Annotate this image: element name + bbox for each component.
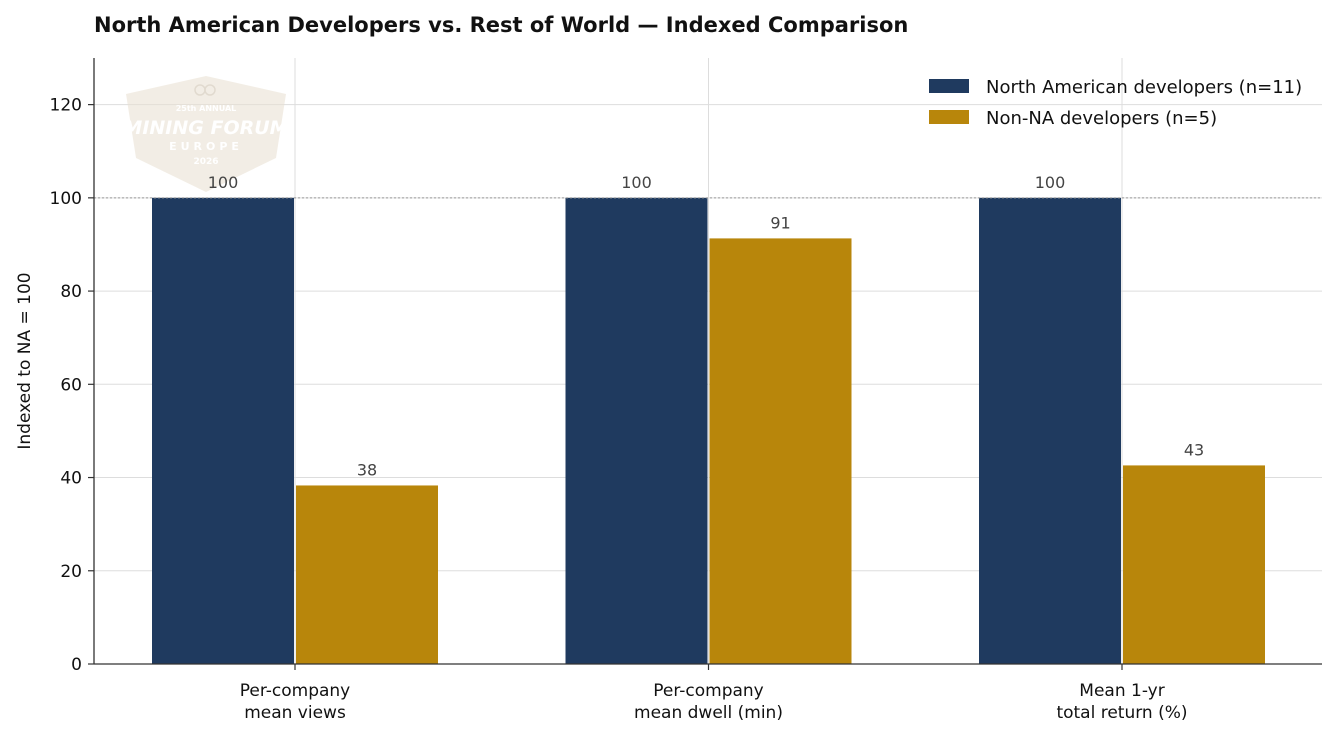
bar-series-1-cat-1 [709, 238, 852, 664]
y-tick-label: 80 [60, 282, 82, 302]
legend-label-0: North American developers (n=11) [986, 77, 1302, 98]
data-label: 100 [208, 173, 239, 192]
legend-swatch-0 [929, 79, 969, 93]
bar-series-0-cat-0 [152, 197, 294, 664]
y-tick-label: 60 [60, 375, 82, 395]
watermark-line4: 2026 [193, 157, 218, 167]
x-tick-label: Per-company [240, 681, 351, 701]
data-label: 43 [1184, 440, 1204, 459]
legend: North American developers (n=11) Non-NA d… [929, 77, 1302, 129]
bar-series-1-cat-0 [296, 485, 438, 664]
x-tick-label: mean views [244, 703, 346, 723]
chart-title: North American Developers vs. Rest of Wo… [94, 13, 908, 37]
watermark-logo: 25th ANNUAL MINING FORUM EUROPE 2026 [123, 76, 289, 192]
x-tick-label: Per-company [653, 681, 764, 701]
watermark-ring-icon [204, 84, 216, 96]
bars [94, 197, 1322, 664]
y-tick-label: 120 [50, 96, 82, 116]
watermark-line1: 25th ANNUAL [176, 104, 237, 113]
y-tick-label: 40 [60, 469, 82, 489]
bar-series-0-cat-1 [565, 197, 708, 664]
y-axis-title: Indexed to NA = 100 [15, 272, 35, 449]
x-tick-label: Mean 1-yr [1079, 681, 1164, 701]
watermark-line3: EUROPE [169, 140, 243, 153]
y-tick-label: 20 [60, 562, 82, 582]
data-label: 100 [1035, 173, 1066, 192]
x-tick-label: total return (%) [1056, 703, 1187, 723]
bar-series-0-cat-2 [979, 197, 1121, 664]
watermark-shield-shape [126, 76, 286, 192]
data-label: 38 [357, 460, 377, 479]
watermark-line2: MINING FORUM [123, 117, 288, 139]
data-label: 100 [621, 173, 652, 192]
y-tick-label: 100 [50, 189, 82, 209]
data-labels: 100 100 100 38 91 43 [208, 173, 1204, 480]
y-tick-label: 0 [71, 655, 82, 675]
data-label: 91 [770, 213, 790, 232]
x-tick-label: mean dwell (min) [634, 703, 783, 723]
bar-series-1-cat-2 [1123, 465, 1265, 664]
legend-swatch-1 [929, 110, 969, 124]
legend-label-1: Non-NA developers (n=5) [986, 108, 1217, 129]
